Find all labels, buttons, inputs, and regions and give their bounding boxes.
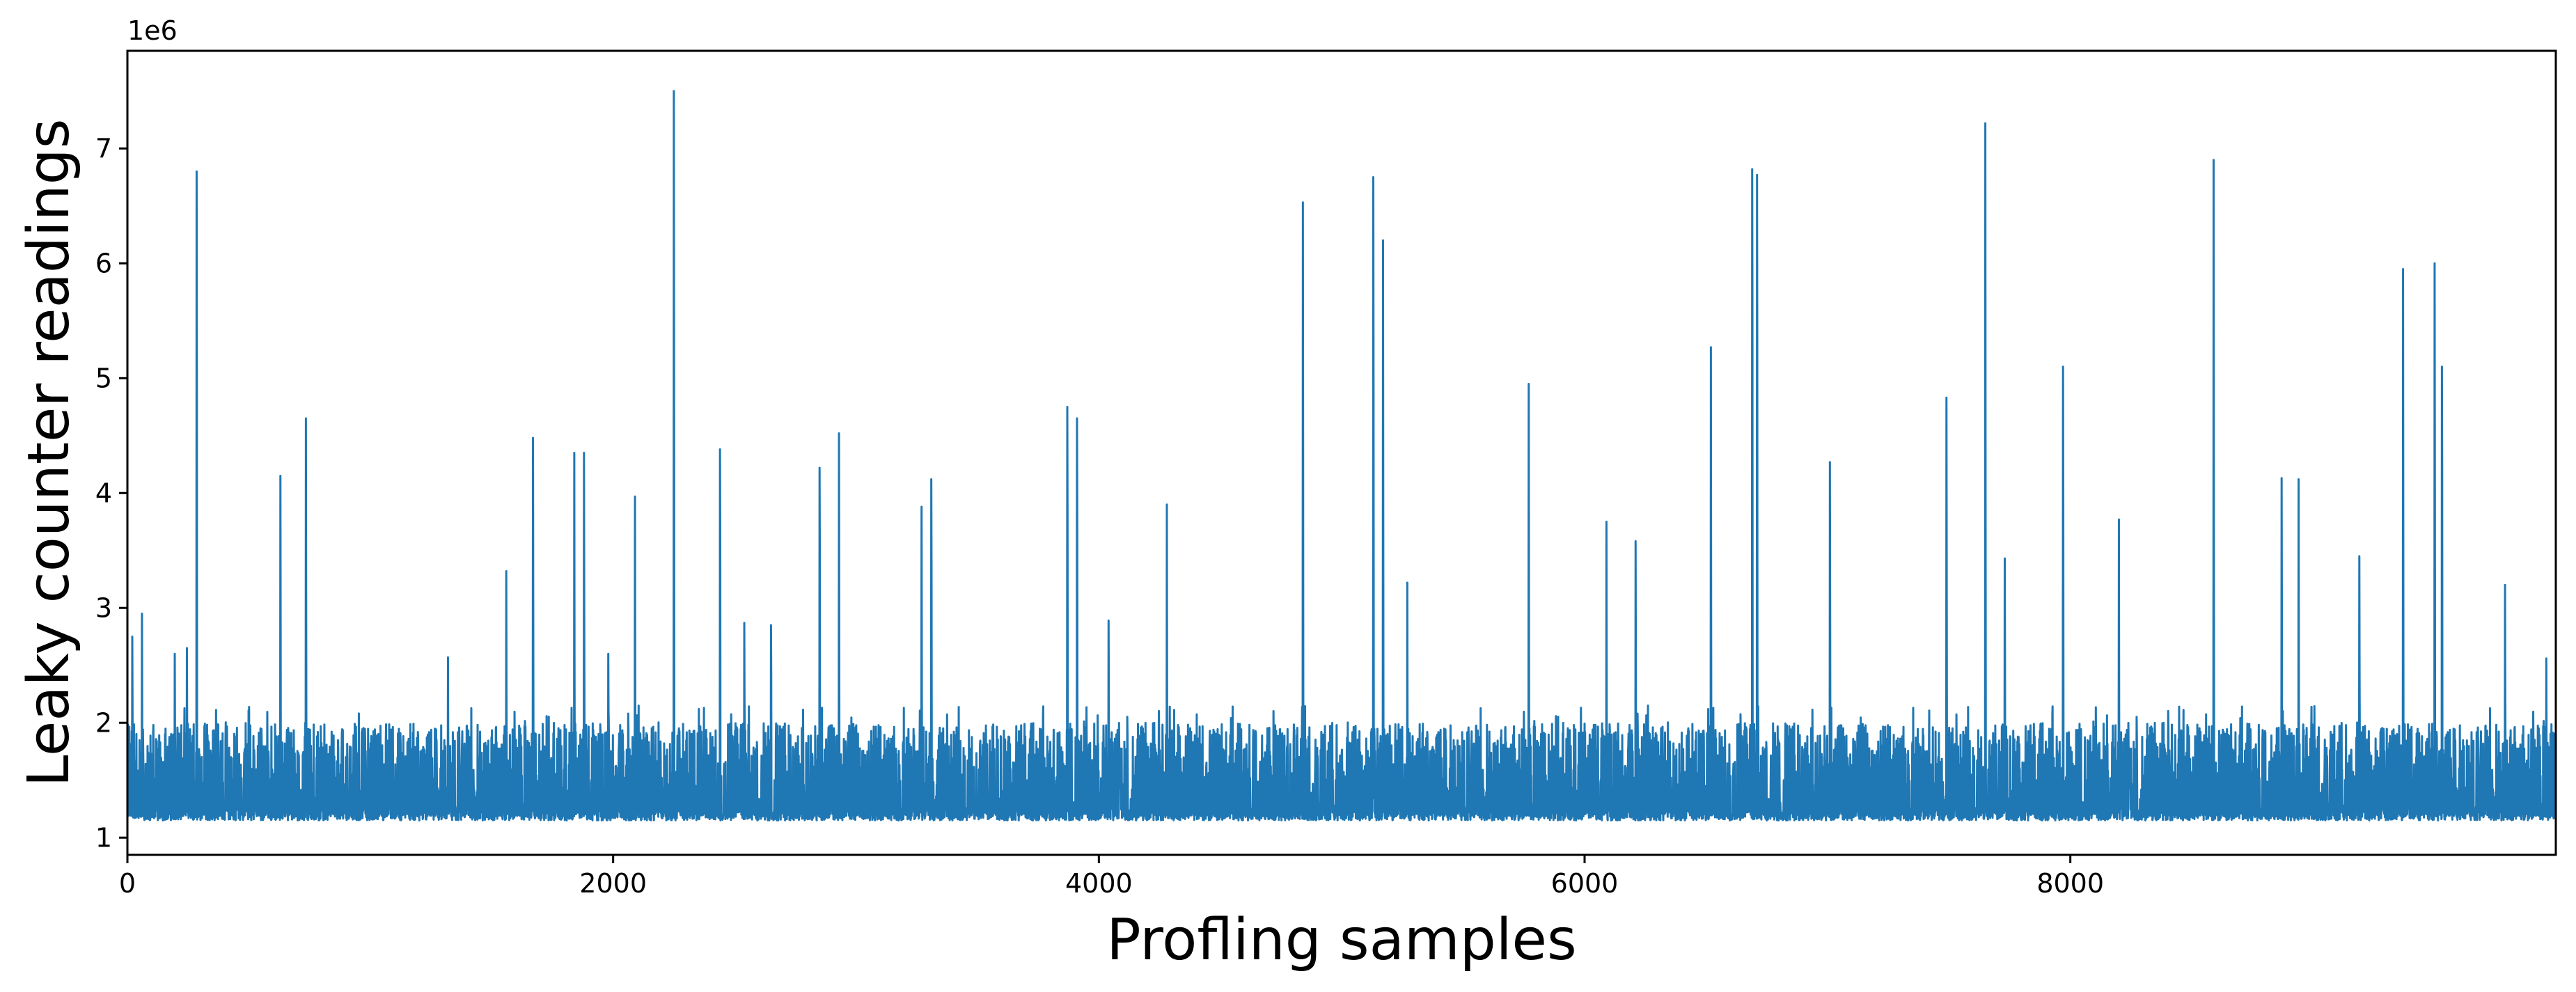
series-layer <box>126 90 2557 821</box>
x-tick-label: 8000 <box>2036 868 2104 899</box>
y-tick-label: 5 <box>95 363 112 393</box>
x-axis-label: Profling samples <box>1106 907 1576 973</box>
y-axis-label: Leaky counter readings <box>16 119 82 787</box>
x-tick-label: 2000 <box>579 868 647 899</box>
plot-frame <box>126 49 2557 856</box>
x-tick-label: 4000 <box>1065 868 1133 899</box>
y-tick-label: 6 <box>95 248 112 278</box>
y-tick-label: 4 <box>95 478 112 508</box>
x-tick-label: 0 <box>119 868 136 899</box>
y-tick-label: 2 <box>95 707 112 738</box>
y-axis-offset-label: 1e6 <box>127 15 178 46</box>
y-tick-label: 3 <box>95 592 112 623</box>
y-tick-label: 1 <box>95 822 112 853</box>
ticks-layer: 0 2000 4000 6000 8000 1 2 3 4 5 6 7 <box>95 133 2104 899</box>
y-tick-label: 7 <box>95 133 112 164</box>
x-tick-label: 6000 <box>1551 868 1619 899</box>
series-line <box>126 90 2557 821</box>
